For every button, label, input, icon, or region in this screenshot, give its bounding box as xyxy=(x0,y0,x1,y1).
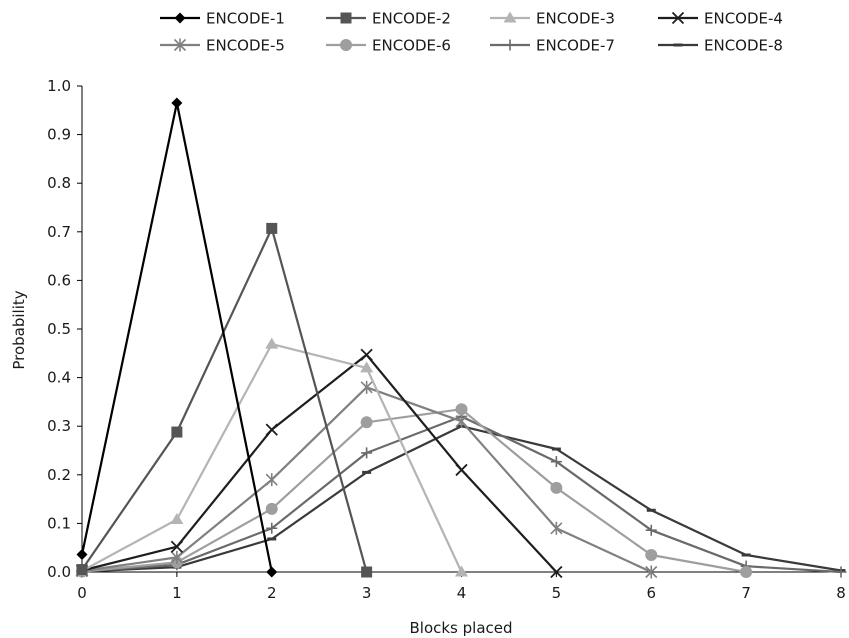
x-tick-label: 5 xyxy=(552,584,562,602)
legend-item-encode-6: ENCODE-6 xyxy=(326,37,451,55)
data-point xyxy=(360,348,373,361)
y-tick-label: 0.2 xyxy=(47,466,71,484)
legend-label: ENCODE-5 xyxy=(206,37,285,55)
legend-label: ENCODE-2 xyxy=(372,10,451,28)
series-encode-5 xyxy=(75,380,658,579)
series-encode-4 xyxy=(75,348,563,579)
data-point xyxy=(835,566,847,578)
legend-marker xyxy=(173,38,187,52)
data-point xyxy=(171,426,183,438)
legend-label: ENCODE-1 xyxy=(206,10,285,28)
x-tick-label: 7 xyxy=(741,584,751,602)
data-point xyxy=(360,380,373,394)
y-tick-label: 0.7 xyxy=(47,223,71,241)
legend-label: ENCODE-4 xyxy=(704,10,783,28)
series-line xyxy=(81,425,842,573)
data-point xyxy=(266,222,278,234)
legend-marker xyxy=(340,12,352,24)
legend-item-encode-4: ENCODE-4 xyxy=(658,10,783,28)
data-point xyxy=(645,548,658,561)
y-tick-label: 0.5 xyxy=(47,320,71,338)
y-tick-label: 0.1 xyxy=(47,514,71,532)
data-point xyxy=(455,414,468,428)
legend-marker xyxy=(671,11,685,25)
y-tick-label: 0.8 xyxy=(47,174,71,192)
data-point xyxy=(455,403,468,416)
legend-marker xyxy=(340,39,352,51)
data-point xyxy=(265,502,278,515)
data-point xyxy=(266,522,278,534)
data-point xyxy=(265,473,278,487)
series-line xyxy=(81,415,842,574)
series-line xyxy=(81,408,747,574)
y-tick-label: 0.6 xyxy=(47,271,71,289)
data-point xyxy=(170,540,184,553)
y-tick-label: 0.4 xyxy=(47,369,71,387)
data-point xyxy=(170,550,183,564)
legend-item-encode-8: ENCODE-8 xyxy=(658,37,783,55)
x-tick-label: 2 xyxy=(267,584,277,602)
data-point xyxy=(171,97,183,109)
y-tick-label: 1.0 xyxy=(47,77,71,95)
data-point xyxy=(550,521,563,535)
x-tick-label: 4 xyxy=(457,584,467,602)
data-point xyxy=(265,337,279,349)
y-tick-label: 0.3 xyxy=(47,417,71,435)
legend-item-encode-3: ENCODE-3 xyxy=(490,10,615,28)
data-point xyxy=(645,524,657,536)
data-point xyxy=(550,481,563,494)
data-point xyxy=(76,564,88,576)
data-point xyxy=(360,416,373,429)
series-line xyxy=(81,386,652,573)
data-point xyxy=(265,423,278,436)
legend-item-encode-1: ENCODE-1 xyxy=(160,10,285,28)
legend-marker xyxy=(503,11,517,23)
data-point xyxy=(361,566,373,578)
x-tick-label: 3 xyxy=(362,584,372,602)
series-line xyxy=(81,227,368,573)
legend-marker xyxy=(504,39,516,51)
y-axis-title: Probability xyxy=(10,290,28,369)
legend-item-encode-5: ENCODE-5 xyxy=(160,37,285,55)
x-tick-label: 6 xyxy=(646,584,656,602)
legend-marker xyxy=(174,12,186,24)
y-tick-label: 0.0 xyxy=(47,563,71,581)
data-point xyxy=(76,549,88,561)
data-point xyxy=(170,513,184,525)
legend-label: ENCODE-8 xyxy=(704,37,783,55)
x-axis-title: Blocks placed xyxy=(409,619,512,637)
data-point xyxy=(360,361,374,373)
series-layer xyxy=(75,97,847,579)
series-encode-3 xyxy=(75,337,468,577)
y-tick-label: 0.9 xyxy=(47,126,71,144)
x-tick-label: 0 xyxy=(77,584,87,602)
data-point xyxy=(645,565,658,579)
legend: ENCODE-1 ENCODE-2 ENCODE-3 ENCODE-4 ENCODE-5… xyxy=(160,10,783,55)
data-point xyxy=(455,565,468,577)
data-point xyxy=(266,566,278,578)
series-encode-7 xyxy=(76,410,847,578)
series-encode-1 xyxy=(76,97,278,578)
legend-label: ENCODE-6 xyxy=(372,37,451,55)
series-encode-2 xyxy=(76,222,373,578)
data-point xyxy=(361,447,373,459)
legend-item-encode-2: ENCODE-2 xyxy=(326,10,451,28)
legend-label: ENCODE-7 xyxy=(536,37,615,55)
legend-label: ENCODE-3 xyxy=(536,10,615,28)
legend-item-encode-7: ENCODE-7 xyxy=(490,37,615,55)
x-tick-label: 8 xyxy=(836,584,846,602)
data-point xyxy=(455,463,468,477)
series-encode-8 xyxy=(77,424,846,574)
x-tick-label: 1 xyxy=(172,584,182,602)
data-point xyxy=(550,565,563,579)
data-point xyxy=(740,566,753,578)
data-point xyxy=(550,456,562,468)
series-line xyxy=(81,353,558,573)
series-encode-6 xyxy=(76,403,753,578)
